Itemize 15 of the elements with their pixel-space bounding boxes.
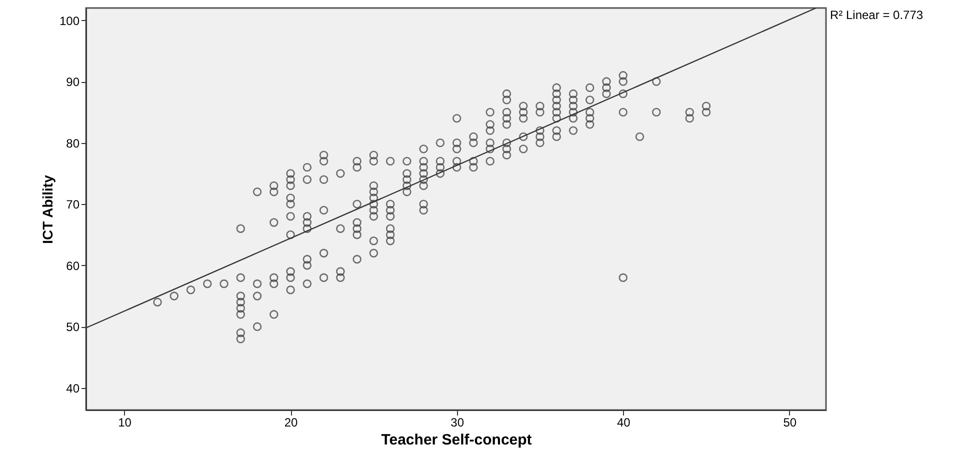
x-tick-label: 20 [284,416,298,430]
y-tick-label: 50 [66,320,80,334]
y-tick-label: 40 [66,381,80,396]
y-tick-label: 90 [66,75,80,90]
x-tick-label: 10 [118,416,132,430]
y-tick-label: 70 [66,198,80,212]
x-tick-label: 30 [450,416,464,430]
x-axis-title: Teacher Self-concept [381,432,532,448]
y-tick-label: 80 [66,136,80,150]
y-tick-label: 60 [66,258,80,273]
text: R² Linear = 0.773 [830,8,924,22]
y-tick-label: 100 [59,14,80,28]
y-axis-title: ICT Ability [39,174,56,244]
x-tick-label: 50 [783,416,797,430]
x-tick-label: 40 [616,416,631,430]
